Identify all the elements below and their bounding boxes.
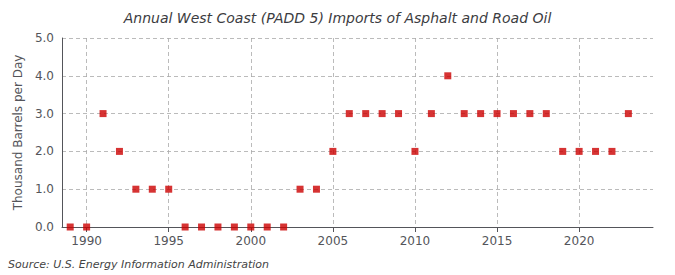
svg-text:5.0: 5.0 (35, 31, 54, 45)
svg-text:1995: 1995 (153, 234, 184, 248)
svg-text:2000: 2000 (236, 234, 267, 248)
svg-text:Source: U.S. Energy Informatio: Source: U.S. Energy Information Administ… (8, 258, 269, 271)
svg-text:2.0: 2.0 (35, 144, 54, 158)
svg-text:1990: 1990 (71, 234, 102, 248)
svg-text:1.0: 1.0 (35, 182, 54, 196)
svg-text:2015: 2015 (482, 234, 513, 248)
svg-text:Thousand Barrels per Day: Thousand Barrels per Day (11, 55, 25, 212)
svg-text:4.0: 4.0 (35, 69, 54, 83)
svg-text:0.0: 0.0 (35, 220, 54, 234)
svg-text:2020: 2020 (564, 234, 595, 248)
svg-text:2005: 2005 (318, 234, 349, 248)
svg-text:3.0: 3.0 (35, 107, 54, 121)
svg-text:Annual West Coast (PADD 5) Imp: Annual West Coast (PADD 5) Imports of As… (123, 10, 552, 26)
svg-text:2010: 2010 (400, 234, 431, 248)
